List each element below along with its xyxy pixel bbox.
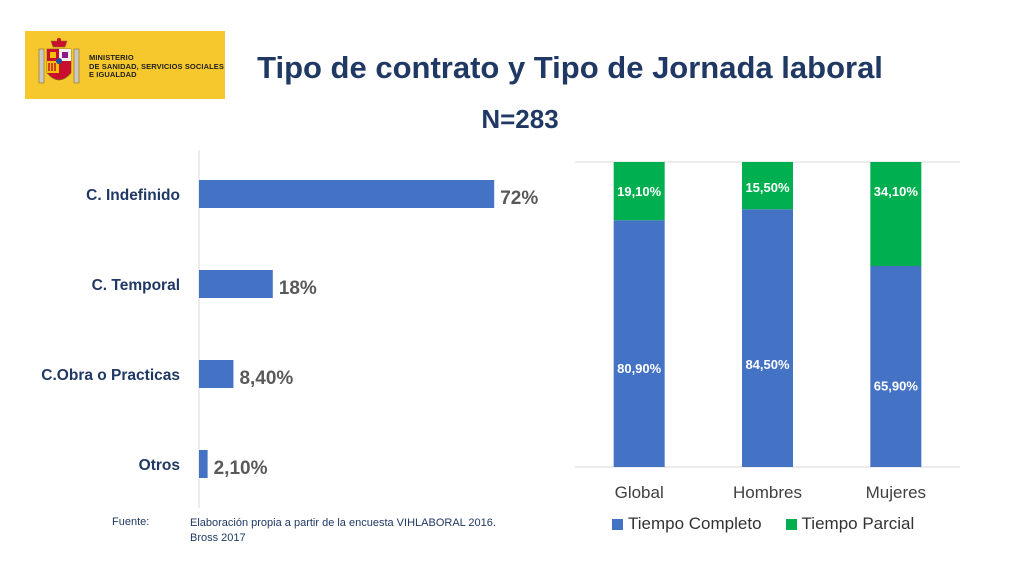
hbar-category-label: C.Obra o Practicas	[41, 367, 180, 384]
stacked-category-label: Hombres	[733, 483, 802, 502]
hbar-value-label: 8,40%	[239, 368, 293, 389]
hbar-c-obra-o-practicas	[199, 360, 234, 388]
ministry-logo: MINISTERIO DE SANIDAD, SERVICIOS SOCIALE…	[25, 31, 225, 99]
source-label: Fuente:	[112, 516, 150, 528]
ministry-line: MINISTERIO	[89, 53, 134, 62]
legend-label: Tiempo Parcial	[801, 514, 915, 533]
hbar-value-label: 72%	[500, 188, 538, 209]
hbar-c-indefinido	[199, 180, 495, 208]
stacked-bar-value-label: 84,50%	[745, 357, 790, 372]
stacked-bar-value-label: 65,90%	[874, 379, 919, 394]
page-title: Tipo de contrato y Tipo de Jornada labor…	[257, 50, 883, 85]
source-line: Bross 2017	[190, 532, 246, 544]
stacked-category-label: Mujeres	[866, 483, 926, 502]
stacked-chart-legend: Tiempo Completo Tiempo Parcial	[612, 514, 938, 534]
stacked-bar-global-tiempo-completo	[613, 220, 665, 467]
hbar-value-label: 2,10%	[214, 458, 268, 479]
coat-of-arms-icon	[38, 38, 80, 84]
legend-item-tiempo-parcial: Tiempo Parcial	[785, 514, 915, 534]
source-line: Elaboración propia a partir de la encues…	[190, 517, 496, 529]
page-subtitle: N=283	[481, 104, 559, 134]
legend-swatch-blue	[612, 518, 623, 530]
stacked-bar-mujeres-tiempo-parcial	[870, 162, 922, 267]
legend-label: Tiempo Completo	[628, 514, 762, 533]
stacked-bar-value-label: 15,50%	[745, 180, 790, 195]
stacked-bar-value-label: 19,10%	[617, 184, 662, 199]
hbar-otros	[199, 450, 208, 478]
legend-swatch-green	[785, 518, 797, 530]
stacked-bar-mujeres-tiempo-completo	[870, 266, 922, 467]
stacked-bar-value-label: 80,90%	[617, 361, 662, 376]
stacked-bar-value-label: 34,10%	[874, 184, 919, 199]
ministry-name: MINISTERIO DE SANIDAD, SERVICIOS SOCIALE…	[89, 53, 224, 80]
stacked-category-label: Global	[615, 483, 664, 502]
hbar-category-label: C. Temporal	[92, 277, 180, 294]
ministry-line: DE SANIDAD, SERVICIOS SOCIALES	[89, 61, 224, 71]
hbar-category-label: Otros	[139, 457, 180, 474]
hbar-value-label: 18%	[279, 278, 317, 299]
stacked-bar-global-tiempo-parcial	[613, 162, 665, 221]
source-text: Elaboración propia a partir de la encues…	[190, 516, 496, 546]
hbar-category-label: C. Indefinido	[86, 187, 180, 204]
stacked-bar-hombres-tiempo-parcial	[742, 162, 793, 210]
hbar-c-temporal	[199, 270, 273, 298]
stacked-bar-hombres-tiempo-completo	[742, 209, 793, 467]
legend-item-tiempo-completo: Tiempo Completo	[612, 514, 762, 534]
ministry-line: E IGUALDAD	[89, 70, 137, 79]
